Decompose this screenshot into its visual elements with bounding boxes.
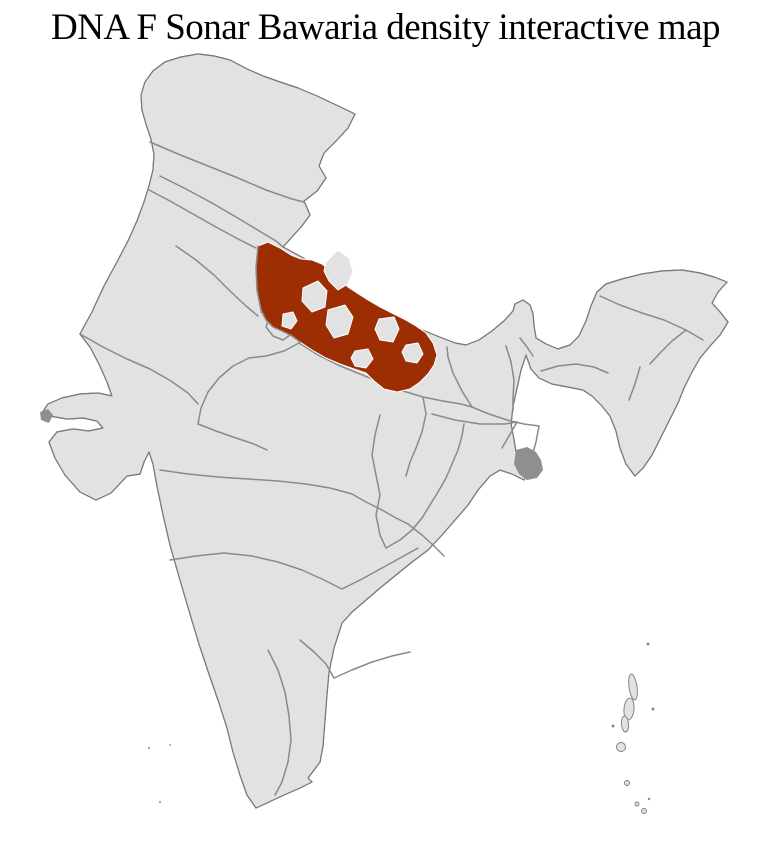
dark-patches [40, 409, 543, 480]
andaman-nicobar-islands [611, 642, 655, 814]
lakshadweep-islands [148, 744, 171, 803]
sundarbans-delta-patch [514, 447, 543, 480]
page-title: DNA F Sonar Bawaria density interactive … [51, 7, 721, 48]
india-landmass[interactable] [41, 53, 729, 809]
state-borders [79, 141, 704, 796]
up-state-border-west [255, 245, 301, 343]
kutch-creek-patch [40, 409, 53, 423]
island-chains [148, 642, 655, 814]
non-highlighted-gaps [281, 249, 424, 369]
district-texture-2 [41, 53, 729, 809]
highlighted-district-cluster[interactable] [255, 241, 438, 393]
